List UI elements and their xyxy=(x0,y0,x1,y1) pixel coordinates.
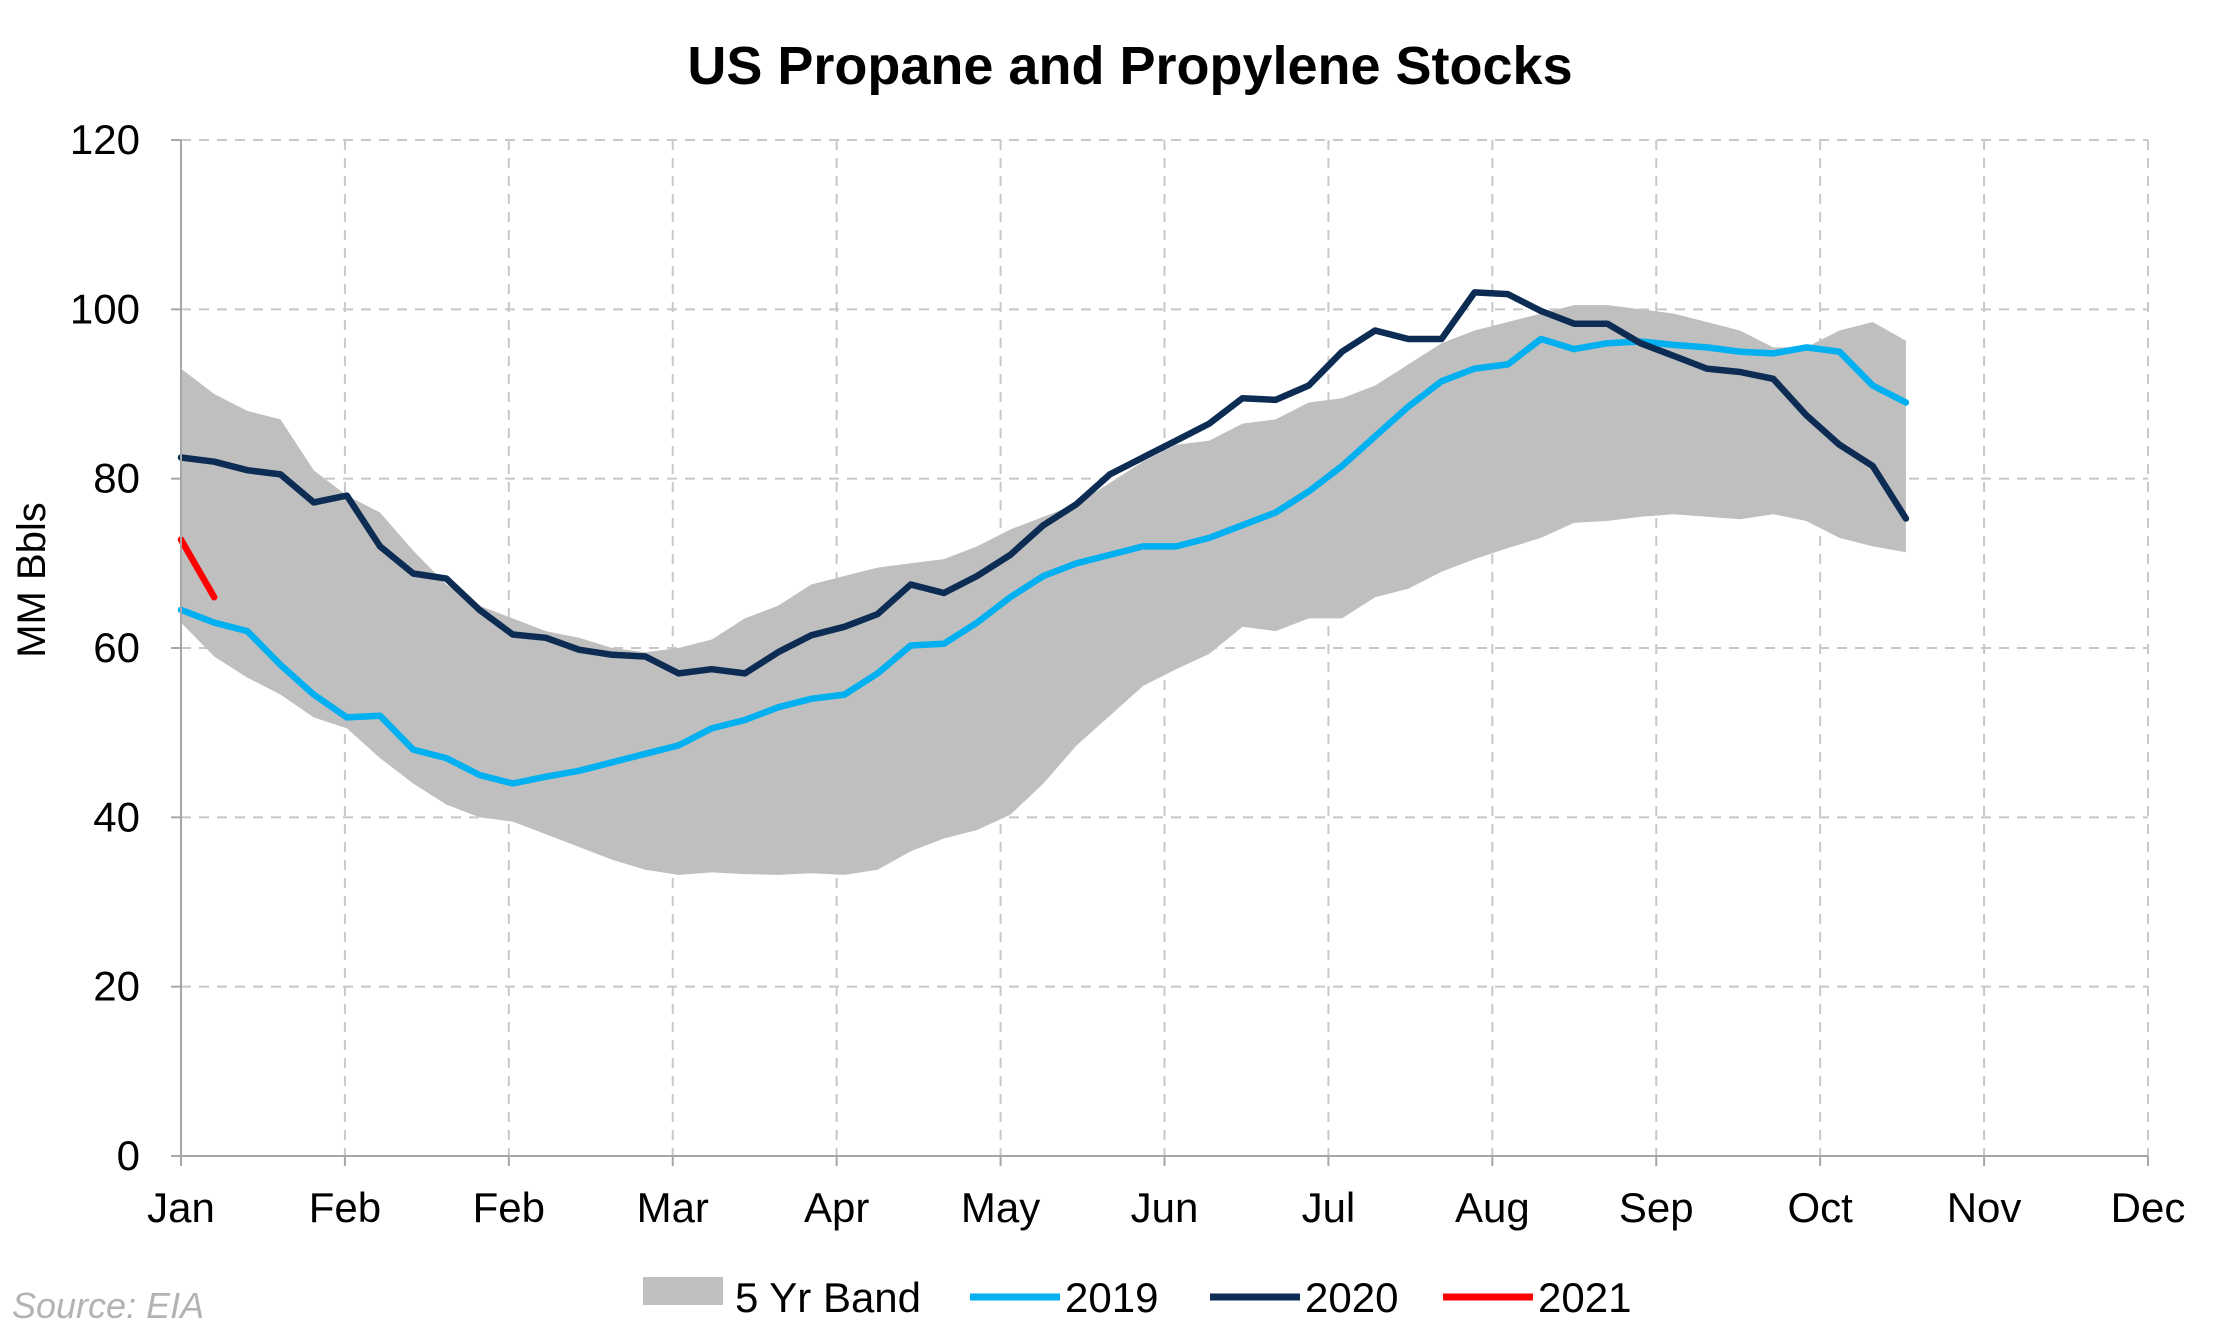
y-tick-label: 80 xyxy=(93,455,140,502)
x-tick-label: Mar xyxy=(637,1184,709,1231)
x-tick-label: Oct xyxy=(1787,1184,1853,1231)
gridlines xyxy=(180,139,2149,1156)
y-tick-labels: 0 20 40 60 80 100 120 xyxy=(70,116,140,1179)
series-line-2019 xyxy=(177,335,1910,787)
source-note: Source: EIA xyxy=(12,1285,204,1324)
y-axis-label: MM Bbls xyxy=(10,502,54,658)
x-tick-labels: Jan Feb Feb Mar Apr May Jun Jul Aug Sep Oct Nov Dec xyxy=(147,1184,2185,1231)
x-tick-label: Jan xyxy=(147,1184,215,1231)
x-tick-label: Feb xyxy=(473,1184,545,1231)
x-tick-label: Jul xyxy=(1302,1184,1356,1231)
x-tick-label: Sep xyxy=(1619,1184,1694,1231)
axes xyxy=(171,139,2149,1166)
legend-item-band: 5 Yr Band xyxy=(643,1274,921,1321)
series-line-2021 xyxy=(177,536,218,601)
x-tick-label: Apr xyxy=(804,1184,869,1231)
five-year-band-layer xyxy=(181,305,1906,875)
y-tick-label: 40 xyxy=(93,793,140,840)
x-tick-label: Dec xyxy=(2111,1184,2186,1231)
x-tick-label: May xyxy=(961,1184,1040,1231)
x-tick-label: Feb xyxy=(309,1184,381,1231)
legend: 5 Yr Band 2019 2020 2021 xyxy=(643,1274,1631,1321)
legend-label-2020: 2020 xyxy=(1305,1274,1398,1321)
legend-item-2019: 2019 xyxy=(970,1274,1158,1321)
y-tick-label: 0 xyxy=(117,1132,140,1179)
y-tick-label: 120 xyxy=(70,116,140,163)
legend-swatch-band xyxy=(643,1277,723,1305)
chart-title: US Propane and Propylene Stocks xyxy=(687,36,1572,96)
legend-item-2021: 2021 xyxy=(1443,1274,1631,1321)
series-line-2020 xyxy=(177,289,1910,677)
legend-label-band: 5 Yr Band xyxy=(735,1274,921,1321)
five-year-band xyxy=(181,305,1906,875)
legend-item-2020: 2020 xyxy=(1210,1274,1398,1321)
legend-label-2021: 2021 xyxy=(1538,1274,1631,1321)
legend-label-2019: 2019 xyxy=(1065,1274,1158,1321)
x-tick-label: Aug xyxy=(1455,1184,1530,1231)
x-tick-label: Nov xyxy=(1947,1184,2022,1231)
y-tick-label: 60 xyxy=(93,624,140,671)
series-layer xyxy=(177,289,1910,787)
x-tick-label: Jun xyxy=(1131,1184,1199,1231)
y-tick-label: 20 xyxy=(93,963,140,1010)
y-tick-label: 100 xyxy=(70,285,140,332)
